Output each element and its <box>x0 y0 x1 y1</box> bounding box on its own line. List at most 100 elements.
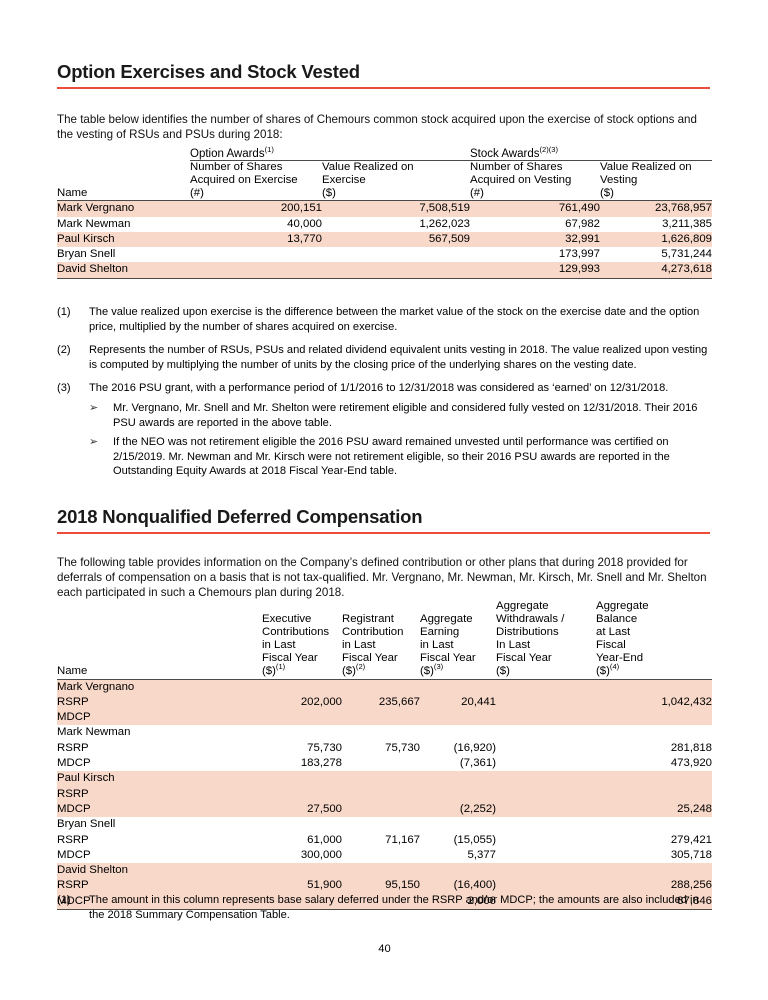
table2-cell-name: Paul Kirsch <box>57 772 115 785</box>
page-title-option-exercises: Option Exercises and Stock Vested <box>57 61 710 89</box>
table2-cell-name: David Shelton <box>57 864 128 877</box>
table1-col-value-vesting-l2: Vesting <box>600 174 638 187</box>
table1-cell-value-exercise: 7,508,519 <box>419 202 470 215</box>
table1-col-name: Name <box>57 160 190 202</box>
table2-cell-exec-contrib: 61,000 <box>307 833 342 846</box>
table2-col-withdrawals: Aggregate Withdrawals / Distributions In… <box>496 600 596 680</box>
table2-col-registrant-contrib-l5: ($)(2) <box>342 662 366 678</box>
footnote-text: The value realized upon exercise is the … <box>89 306 700 333</box>
table-row: MDCP 27,500 (2,252) 25,248 <box>57 801 712 818</box>
table-row: Paul Kirsch 13,770 567,509 32,991 1,626,809 <box>57 231 712 248</box>
table2-cell-withdrawals <box>496 756 596 771</box>
table1-cell-shares-vesting: 173,997 <box>558 248 600 261</box>
table1-col-value-exercise-l2: Exercise <box>322 174 366 187</box>
table1-cell-shares-exercise: 13,770 <box>287 232 322 245</box>
table1-col-shares-exercise: Number of Shares Acquired on Exercise (#… <box>190 160 322 202</box>
table1-cell-shares-exercise: 40,000 <box>287 217 322 230</box>
table-row: Bryan Snell 173,997 5,731,244 <box>57 247 712 262</box>
table2-cell-empty <box>596 817 712 832</box>
nonqualified-deferred-compensation-table: Name Executive Contributions in Last Fis… <box>57 600 712 911</box>
table2-col-registrant-contrib-l4: Fiscal Year <box>342 652 398 665</box>
table-row: Mark Newman 40,000 1,262,023 67,982 3,211,38… <box>57 217 712 232</box>
table1-col-value-exercise-l1: Value Realized on <box>322 161 414 173</box>
section1-intro-paragraph: The table below identifies the number of… <box>57 113 697 142</box>
table1-group-option-awards-label: Option Awards <box>190 148 265 160</box>
table1-col-value-exercise-l3: ($) <box>322 187 336 200</box>
table2-col-withdrawals-l4: In Last <box>496 639 531 652</box>
table2-cell-registrant-contrib <box>342 756 420 771</box>
table2-cell-empty <box>596 863 712 878</box>
table1-col-shares-exercise-l1: Number of Shares <box>190 161 283 173</box>
table2-col-balance-l3: at Last <box>596 626 631 639</box>
table2-col-registrant-contrib: Registrant Contribution in Last Fiscal Y… <box>342 600 420 680</box>
table2-cell-empty <box>262 725 342 740</box>
table2-cell-plan: MDCP <box>57 757 91 770</box>
table2-col-withdrawals-l6: ($) <box>496 665 510 678</box>
table2-cell-empty <box>496 725 596 740</box>
table2-cell-balance: 25,248 <box>677 802 712 815</box>
table2-cell-registrant-contrib <box>342 710 420 725</box>
table2-cell-aggregate-earning: 5,377 <box>467 848 496 861</box>
table1-cell-shares-vesting: 67,982 <box>565 217 600 230</box>
table-row: MDCP 2,006 87,846 <box>57 893 712 911</box>
table2-col-balance-l6: ($)(4) <box>596 662 620 678</box>
table2-cell-balance: 87,846 <box>596 893 712 911</box>
table2-cell-balance: 305,718 <box>670 848 712 861</box>
table1-cell-value-vesting: 23,768,957 <box>654 202 712 215</box>
table1-cell-shares-vesting: 129,993 <box>470 262 600 279</box>
section2-heading-wrap: 2018 Nonqualified Deferred Compensation <box>57 506 710 534</box>
table-row-group-name: Mark Newman <box>57 725 712 740</box>
table1-cell-shares-exercise <box>190 262 322 279</box>
table2-cell-exec-contrib: 51,900 <box>307 879 342 892</box>
arrowhead-bullet-icon: ➢ <box>89 401 99 414</box>
table2-cell-plan: RSRP <box>57 833 89 846</box>
table2-cell-name: Mark Vergnano <box>57 680 135 693</box>
table2-col-aggregate-earning-l1: Aggregate <box>420 613 473 626</box>
table2-cell-empty <box>420 771 496 786</box>
table1-group-header-row: Option Awards(1) Stock Awards(2)(3) <box>57 145 712 161</box>
table2-col-withdrawals-l5: Fiscal Year <box>496 652 552 665</box>
footnote-marker: (1) <box>57 894 71 906</box>
table2-col-exec-contrib-l2: Contributions <box>262 626 330 639</box>
table2-cell-aggregate-earning: 2,006 <box>420 893 496 911</box>
table-row-group-name: Mark Vergnano <box>57 679 712 695</box>
table2-cell-aggregate-earning <box>420 787 496 802</box>
table2-cell-empty <box>596 771 712 786</box>
table-row-group-name: Bryan Snell <box>57 817 712 832</box>
table2-cell-registrant-contrib <box>342 787 420 802</box>
table1-cell-value-vesting: 3,211,385 <box>662 217 712 230</box>
table1-col-shares-vesting-l2: Acquired on Vesting <box>470 174 572 187</box>
footnote-bullet-text: If the NEO was not retirement eligible t… <box>113 436 670 478</box>
table2-cell-exec-contrib: 202,000 <box>300 695 342 708</box>
table2-col-exec-contrib-l5: ($)(1) <box>262 662 286 678</box>
table2-cell-empty <box>262 771 342 786</box>
document-page: Option Exercises and Stock Vested The ta… <box>57 0 712 1000</box>
table1-col-shares-vesting-l3: (#) <box>470 187 484 200</box>
table1-column-header-row: Name Number of Shares Acquired on Exerci… <box>57 160 712 202</box>
table2-cell-aggregate-earning: (15,055) <box>453 833 496 846</box>
table1-col-value-vesting-l3: ($) <box>600 187 614 200</box>
table1-cell-value-exercise <box>322 262 470 279</box>
table1-cell-value-vesting: 1,626,809 <box>661 232 712 245</box>
table2-col-balance-l5: Year-End <box>596 652 644 665</box>
table2-cell-registrant-contrib <box>342 893 420 911</box>
table2-cell-empty <box>596 725 712 740</box>
table-row: MDCP 183,278 (7,361) 473,920 <box>57 756 712 771</box>
table1-col-shares-exercise-l2: Acquired on Exercise <box>190 174 298 187</box>
table2-cell-empty <box>342 725 420 740</box>
table2-col-registrant-contrib-l2: Contribution <box>342 626 404 639</box>
table2-col-aggregate-earning-l3: in Last <box>420 639 454 652</box>
table-row: RSRP 75,730 75,730 (16,920) 281,818 <box>57 741 712 756</box>
table2-cell-registrant-contrib <box>342 848 420 863</box>
table1-group-option-awards-sup: (1) <box>264 145 274 155</box>
table2-cell-balance: 281,818 <box>670 741 712 754</box>
table2-cell-withdrawals <box>496 833 596 848</box>
table1-col-name-label: Name <box>57 187 88 200</box>
table2-column-header-row: Name Executive Contributions in Last Fis… <box>57 600 712 680</box>
table-row: RSRP 51,900 95,150 (16,400) 288,256 <box>57 878 712 894</box>
table2-cell-exec-contrib: 300,000 <box>300 848 342 861</box>
table1-cell-value-vesting: 5,731,244 <box>661 248 712 261</box>
table1-cell-shares-vesting: 32,991 <box>565 232 600 245</box>
table1-cell-shares-exercise: 200,151 <box>280 202 322 215</box>
footnote-bullet-list: ➢ Mr. Vergnano, Mr. Snell and Mr. Shelton… <box>89 401 712 479</box>
